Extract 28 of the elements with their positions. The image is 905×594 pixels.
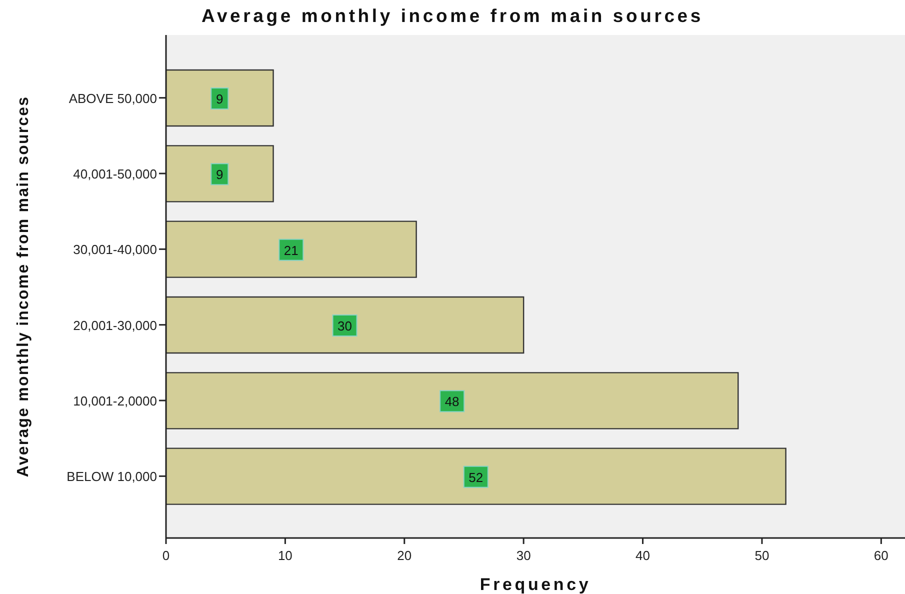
data-label: 30 (338, 318, 352, 334)
chart-title: Average monthly income from main sources (200, 5, 704, 27)
y-tick-label: ABOVE 50,000 (68, 90, 157, 106)
x-tick-label: 10 (278, 548, 292, 563)
data-label: 9 (216, 92, 224, 106)
x-tick-label: 60 (874, 548, 888, 563)
y-tick-label: 40,001-50,000 (73, 166, 157, 181)
y-tick-label: 30,001-40,000 (73, 242, 157, 257)
x-tick-label: 0 (162, 548, 170, 563)
data-label: 21 (284, 242, 298, 258)
x-tick-label: 40 (636, 548, 650, 563)
y-axis-title: Average monthly income from main sources (15, 96, 32, 478)
bar (166, 296, 524, 354)
bar (166, 220, 417, 278)
bar (166, 145, 274, 202)
y-tick-label: BELOW 10,000 (66, 468, 157, 484)
data-label: 9 (216, 167, 224, 182)
bar (166, 448, 786, 505)
x-tick-label: 50 (754, 548, 770, 563)
y-tick-label: 20,001-30,000 (73, 317, 157, 332)
x-axis-title: Frequency (480, 575, 592, 594)
y-tick-label: 10,001-2,0000 (73, 393, 157, 408)
x-tick-label: 20 (397, 548, 412, 563)
data-label: 48 (444, 394, 460, 410)
bar (166, 69, 274, 127)
bar (166, 372, 739, 430)
data-label: 52 (468, 470, 484, 485)
x-tick-label: 30 (516, 548, 531, 563)
